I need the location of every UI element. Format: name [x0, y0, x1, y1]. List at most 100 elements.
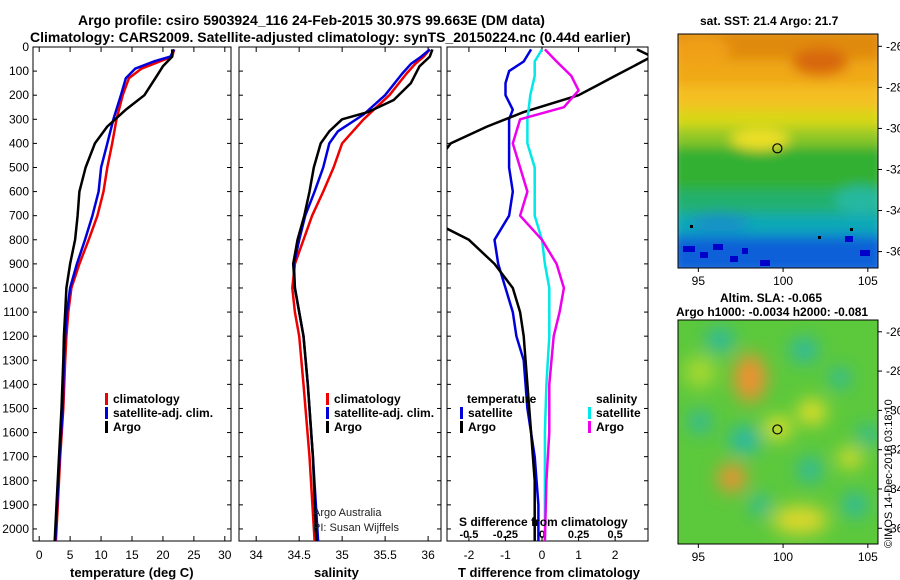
legend-label-s-satellite: satellite	[596, 406, 641, 420]
y-tick-label: 100	[9, 64, 29, 78]
map-y-tick-label: -36	[886, 245, 900, 259]
series-group	[53, 48, 176, 541]
x-tick-label: 25	[187, 548, 201, 562]
map-y-tick-label: -26	[886, 325, 900, 339]
y-tick-label: 600	[9, 185, 29, 199]
map-y-tick-label: -32	[886, 162, 900, 176]
temperature-legend: climatology satellite-adj. clim. Argo	[105, 392, 213, 434]
map-x-tick-label: 100	[773, 550, 793, 564]
legend-swatch-satellite	[326, 407, 329, 419]
imos-credit: ©IMOS 14-Dec-2018 03:18:10	[883, 399, 895, 548]
legend-title-salinity: salinity	[596, 392, 638, 406]
series-line-argo	[291, 48, 434, 541]
y-tick-label: 300	[9, 112, 29, 126]
map-x-tick-label: 95	[692, 550, 706, 564]
y-tick-label: 1300	[2, 353, 29, 367]
legend-label-s-argo: Argo	[596, 420, 624, 434]
series-line-climatology	[291, 48, 431, 541]
difference-plot: -2 -1 0 1 2 -0.5 -0.25 0 0.25 0.5	[447, 46, 648, 562]
temperature-panel-frame	[32, 46, 232, 542]
x-tick-label: 36	[421, 548, 435, 562]
series-line-salinity-argo	[511, 48, 580, 541]
difference-axis-label: T difference from climatology	[458, 565, 641, 580]
series-group	[291, 48, 434, 541]
float-position-marker	[772, 424, 783, 435]
legend-swatch-t-argo	[460, 421, 463, 433]
legend-label-satellite: satellite-adj. clim.	[113, 406, 213, 420]
map-y-tick-label: -34	[886, 482, 900, 496]
x-tick-label: 5	[67, 548, 74, 562]
x-tick-label: 30	[218, 548, 232, 562]
y-tick-label: 200	[9, 88, 29, 102]
map-y-tick-label: -32	[886, 443, 900, 457]
x-tick-label: -2	[464, 548, 475, 562]
series-line-temperature-satellite	[493, 48, 540, 541]
temperature-plot: 0100200300400500600700800900100011001200…	[2, 40, 232, 562]
series-line-climatology	[54, 49, 176, 541]
figure-title-line1: Argo profile: csiro 5903924_116 24-Feb-2…	[78, 12, 545, 28]
legend-label-argo: Argo	[113, 420, 141, 434]
map-x-tick-label: 100	[773, 274, 793, 288]
x-tick-label: 15	[125, 548, 139, 562]
sst-map-axes: 95 100 105 -26 -28 -30 -32 -34 -36	[692, 39, 900, 288]
y-tick-label: 500	[9, 160, 29, 174]
x-tick-label: 35.5	[373, 548, 397, 562]
salinity-panel-frame	[238, 46, 442, 542]
x-tick-label: 0	[539, 548, 546, 562]
y-tick-label: 1900	[2, 498, 29, 512]
legend-label-t-argo: Argo	[468, 420, 496, 434]
map-y-tick-label: -30	[886, 403, 900, 417]
y-tick-label: 700	[9, 209, 29, 223]
legend-swatch-s-satellite	[588, 407, 591, 419]
sst-map-frame	[677, 33, 879, 269]
sla-map-title-line1: Altim. SLA: -0.065	[720, 291, 822, 305]
series-line-salinity-satellite	[526, 48, 551, 541]
s-tick-label: 0.5	[607, 529, 622, 541]
sla-map-axes: 95 100 105 -26 -28 -30 -32 -34 -36	[692, 325, 900, 564]
annotation-argo-australia: Argo Australia	[313, 507, 382, 519]
y-tick-label: 1400	[2, 377, 29, 391]
float-position-marker	[772, 143, 783, 154]
y-tick-label: 400	[9, 136, 29, 150]
legend-swatch-argo	[105, 421, 108, 433]
legend-swatch-climatology	[326, 393, 329, 405]
x-tick-label: 34.5	[287, 548, 311, 562]
s-tick-label: -0.5	[459, 529, 478, 541]
x-tick-label: 34	[250, 548, 264, 562]
s-tick-label: -0.25	[493, 529, 518, 541]
map-y-tick-label: -28	[886, 80, 900, 94]
legend-swatch-satellite	[105, 407, 108, 419]
series-line-argo	[53, 49, 174, 541]
difference-legend: temperature salinity satellite Argo sate…	[460, 392, 641, 434]
y-tick-label: 1600	[2, 426, 29, 440]
y-tick-label: 1200	[2, 329, 29, 343]
legend-label-argo: Argo	[334, 420, 362, 434]
s-tick-label: 0.25	[568, 529, 589, 541]
annotation-pi: PI: Susan Wijffels	[313, 522, 399, 534]
legend-swatch-s-argo	[588, 421, 591, 433]
s-tick-label: 0	[539, 529, 545, 541]
salinity-legend: climatology satellite-adj. clim. Argo	[326, 392, 434, 434]
sst-map	[678, 34, 878, 268]
y-tick-label: 1800	[2, 474, 29, 488]
y-tick-label: 1700	[2, 450, 29, 464]
y-tick-label: 1000	[2, 281, 29, 295]
y-tick-label: 1100	[3, 305, 29, 319]
sla-map-title-line2: Argo h1000: -0.0034 h2000: -0.081	[676, 305, 868, 319]
map-y-tick-label: -30	[886, 121, 900, 135]
map-y-tick-label: -26	[886, 39, 900, 53]
legend-swatch-t-satellite	[460, 407, 463, 419]
map-y-tick-label: -34	[886, 204, 900, 218]
sla-map-frame	[677, 319, 879, 545]
map-x-tick-label: 105	[858, 274, 878, 288]
legend-label-t-satellite: satellite	[468, 406, 513, 420]
legend-label-climatology: climatology	[334, 392, 401, 406]
map-x-tick-label: 95	[692, 274, 706, 288]
y-tick-label: 0	[22, 40, 29, 54]
sla-map	[678, 320, 878, 544]
x-tick-label: -1	[500, 548, 511, 562]
salinity-plot: 34 34.5 35 35.5 36	[239, 46, 441, 562]
y-tick-label: 2000	[2, 522, 29, 536]
series-group	[447, 48, 648, 541]
